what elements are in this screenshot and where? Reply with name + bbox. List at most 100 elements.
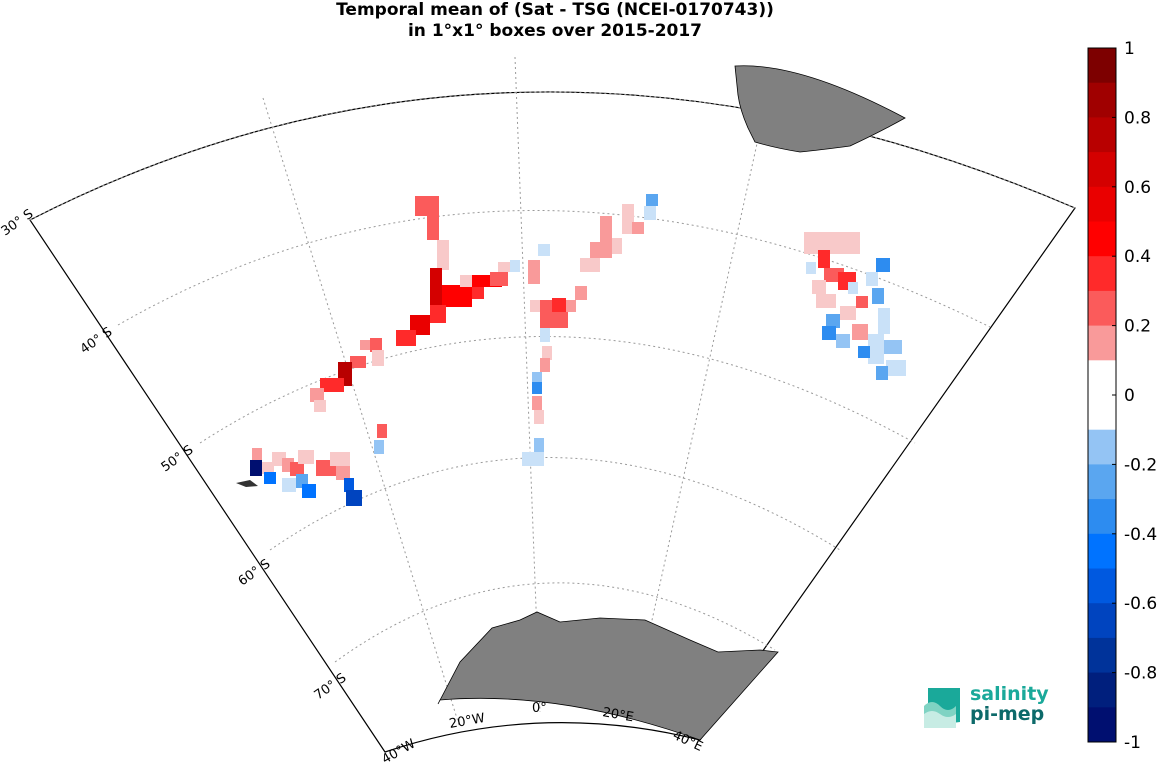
data-cells — [250, 194, 906, 506]
data-cell — [878, 308, 890, 334]
data-cell — [472, 287, 484, 299]
lon-label-20e: 20°E — [601, 705, 634, 725]
data-cell — [498, 262, 510, 272]
data-cell — [818, 250, 830, 268]
logo-text-pi-mep: pi-mep — [970, 703, 1045, 725]
chart-title-line-1: Temporal mean of (Sat - TSG (NCEI-017074… — [336, 0, 774, 20]
data-cell — [430, 268, 442, 308]
data-cell — [534, 410, 544, 424]
colorbar-bin — [1088, 48, 1116, 84]
colorbar-tick-label: -0.4 — [1124, 525, 1157, 545]
data-cell — [856, 296, 868, 308]
colorbar-tick-label: 0.2 — [1124, 317, 1151, 337]
colorbar-bin — [1088, 568, 1116, 604]
data-cell — [290, 462, 304, 476]
meridian-20w — [262, 97, 461, 729]
colorbar-bin — [1088, 360, 1116, 396]
colorbar-bin — [1088, 637, 1116, 674]
colorbar-bin — [1088, 117, 1116, 153]
data-cell — [264, 472, 276, 484]
data-cell — [370, 338, 382, 352]
chart-title-line-2: in 1°x1° boxes over 2015-2017 — [407, 21, 703, 41]
colorbar-bin — [1088, 499, 1116, 535]
colorbar-tick-label: -1 — [1124, 733, 1141, 753]
data-cell — [252, 448, 262, 460]
data-cell — [872, 288, 884, 304]
data-cell — [377, 424, 387, 438]
colorbar-bin — [1088, 256, 1116, 292]
colorbar-tick-label: 1 — [1124, 39, 1135, 59]
data-cell — [510, 260, 520, 272]
data-cell — [806, 262, 816, 274]
data-cell — [632, 222, 644, 234]
lon-label-0: 0° — [532, 701, 547, 716]
data-cell — [350, 356, 366, 368]
data-cell — [884, 340, 902, 354]
falkland-islands — [236, 480, 258, 487]
colorbar-tick-label: 0 — [1124, 386, 1135, 406]
colorbar-bin — [1088, 429, 1116, 465]
data-cell — [876, 366, 888, 380]
data-cell — [442, 285, 472, 307]
data-cell — [310, 388, 324, 402]
data-cell — [437, 240, 449, 270]
data-cell — [566, 300, 576, 312]
data-cell — [532, 396, 542, 410]
data-cell — [372, 350, 384, 366]
data-cell — [852, 324, 868, 340]
data-cell — [840, 306, 856, 320]
colorbar-tick-label: 0.6 — [1124, 178, 1151, 198]
data-cell — [320, 378, 344, 392]
colorbar-bin — [1088, 290, 1116, 327]
data-cell — [250, 460, 262, 476]
logo-wave-icon — [924, 688, 960, 728]
data-cell — [826, 314, 840, 328]
colorbar-tick-label: -0.8 — [1124, 664, 1157, 684]
meridian-20e — [629, 129, 761, 721]
data-cell — [816, 294, 836, 308]
data-cell — [600, 216, 612, 258]
colorbar-bin — [1088, 464, 1116, 500]
data-cell — [360, 340, 370, 350]
data-cell — [534, 438, 544, 452]
data-cell — [812, 280, 826, 294]
colorbar-bin — [1088, 152, 1116, 188]
data-cell — [262, 462, 274, 474]
data-cell — [538, 244, 550, 256]
colorbar: 1 0.8 0.6 0.4 0.2 0 -0.2 -0.4 -0.6 -0.8 -1 — [1087, 39, 1157, 753]
graticule-latitudes — [29, 91, 1076, 663]
map-frame — [29, 91, 1076, 753]
data-cell — [302, 484, 316, 498]
data-cell — [540, 358, 550, 372]
colorbar-bin — [1088, 395, 1116, 431]
colorbar-tick-label: -0.2 — [1124, 455, 1157, 475]
data-cell — [622, 204, 634, 234]
data-cell — [532, 372, 542, 386]
data-cell — [836, 334, 850, 348]
data-cell — [530, 300, 542, 312]
data-cell — [575, 286, 587, 300]
colorbar-bin — [1088, 221, 1116, 257]
colorbar-bin — [1088, 603, 1116, 639]
data-cell — [346, 490, 362, 506]
africa-landmass — [734, 65, 906, 153]
lat-line-30s — [29, 91, 1076, 221]
data-cell — [490, 272, 508, 286]
data-cell — [330, 452, 350, 466]
colorbar-tick-label: -0.6 — [1124, 594, 1157, 614]
data-cell — [542, 346, 552, 360]
data-cell — [822, 326, 836, 340]
lat-line-40s — [117, 210, 991, 328]
data-cell — [374, 440, 384, 454]
data-cell — [804, 232, 860, 254]
data-cell — [866, 272, 878, 286]
data-cell — [868, 334, 884, 364]
lat-label-40s: 40° S — [78, 325, 116, 358]
data-cell — [528, 260, 540, 284]
data-cell — [427, 196, 439, 240]
data-cell — [282, 478, 296, 492]
data-cell — [430, 305, 446, 323]
colorbar-tick-label: 0.4 — [1124, 247, 1151, 267]
colorbar-bin — [1088, 672, 1116, 708]
